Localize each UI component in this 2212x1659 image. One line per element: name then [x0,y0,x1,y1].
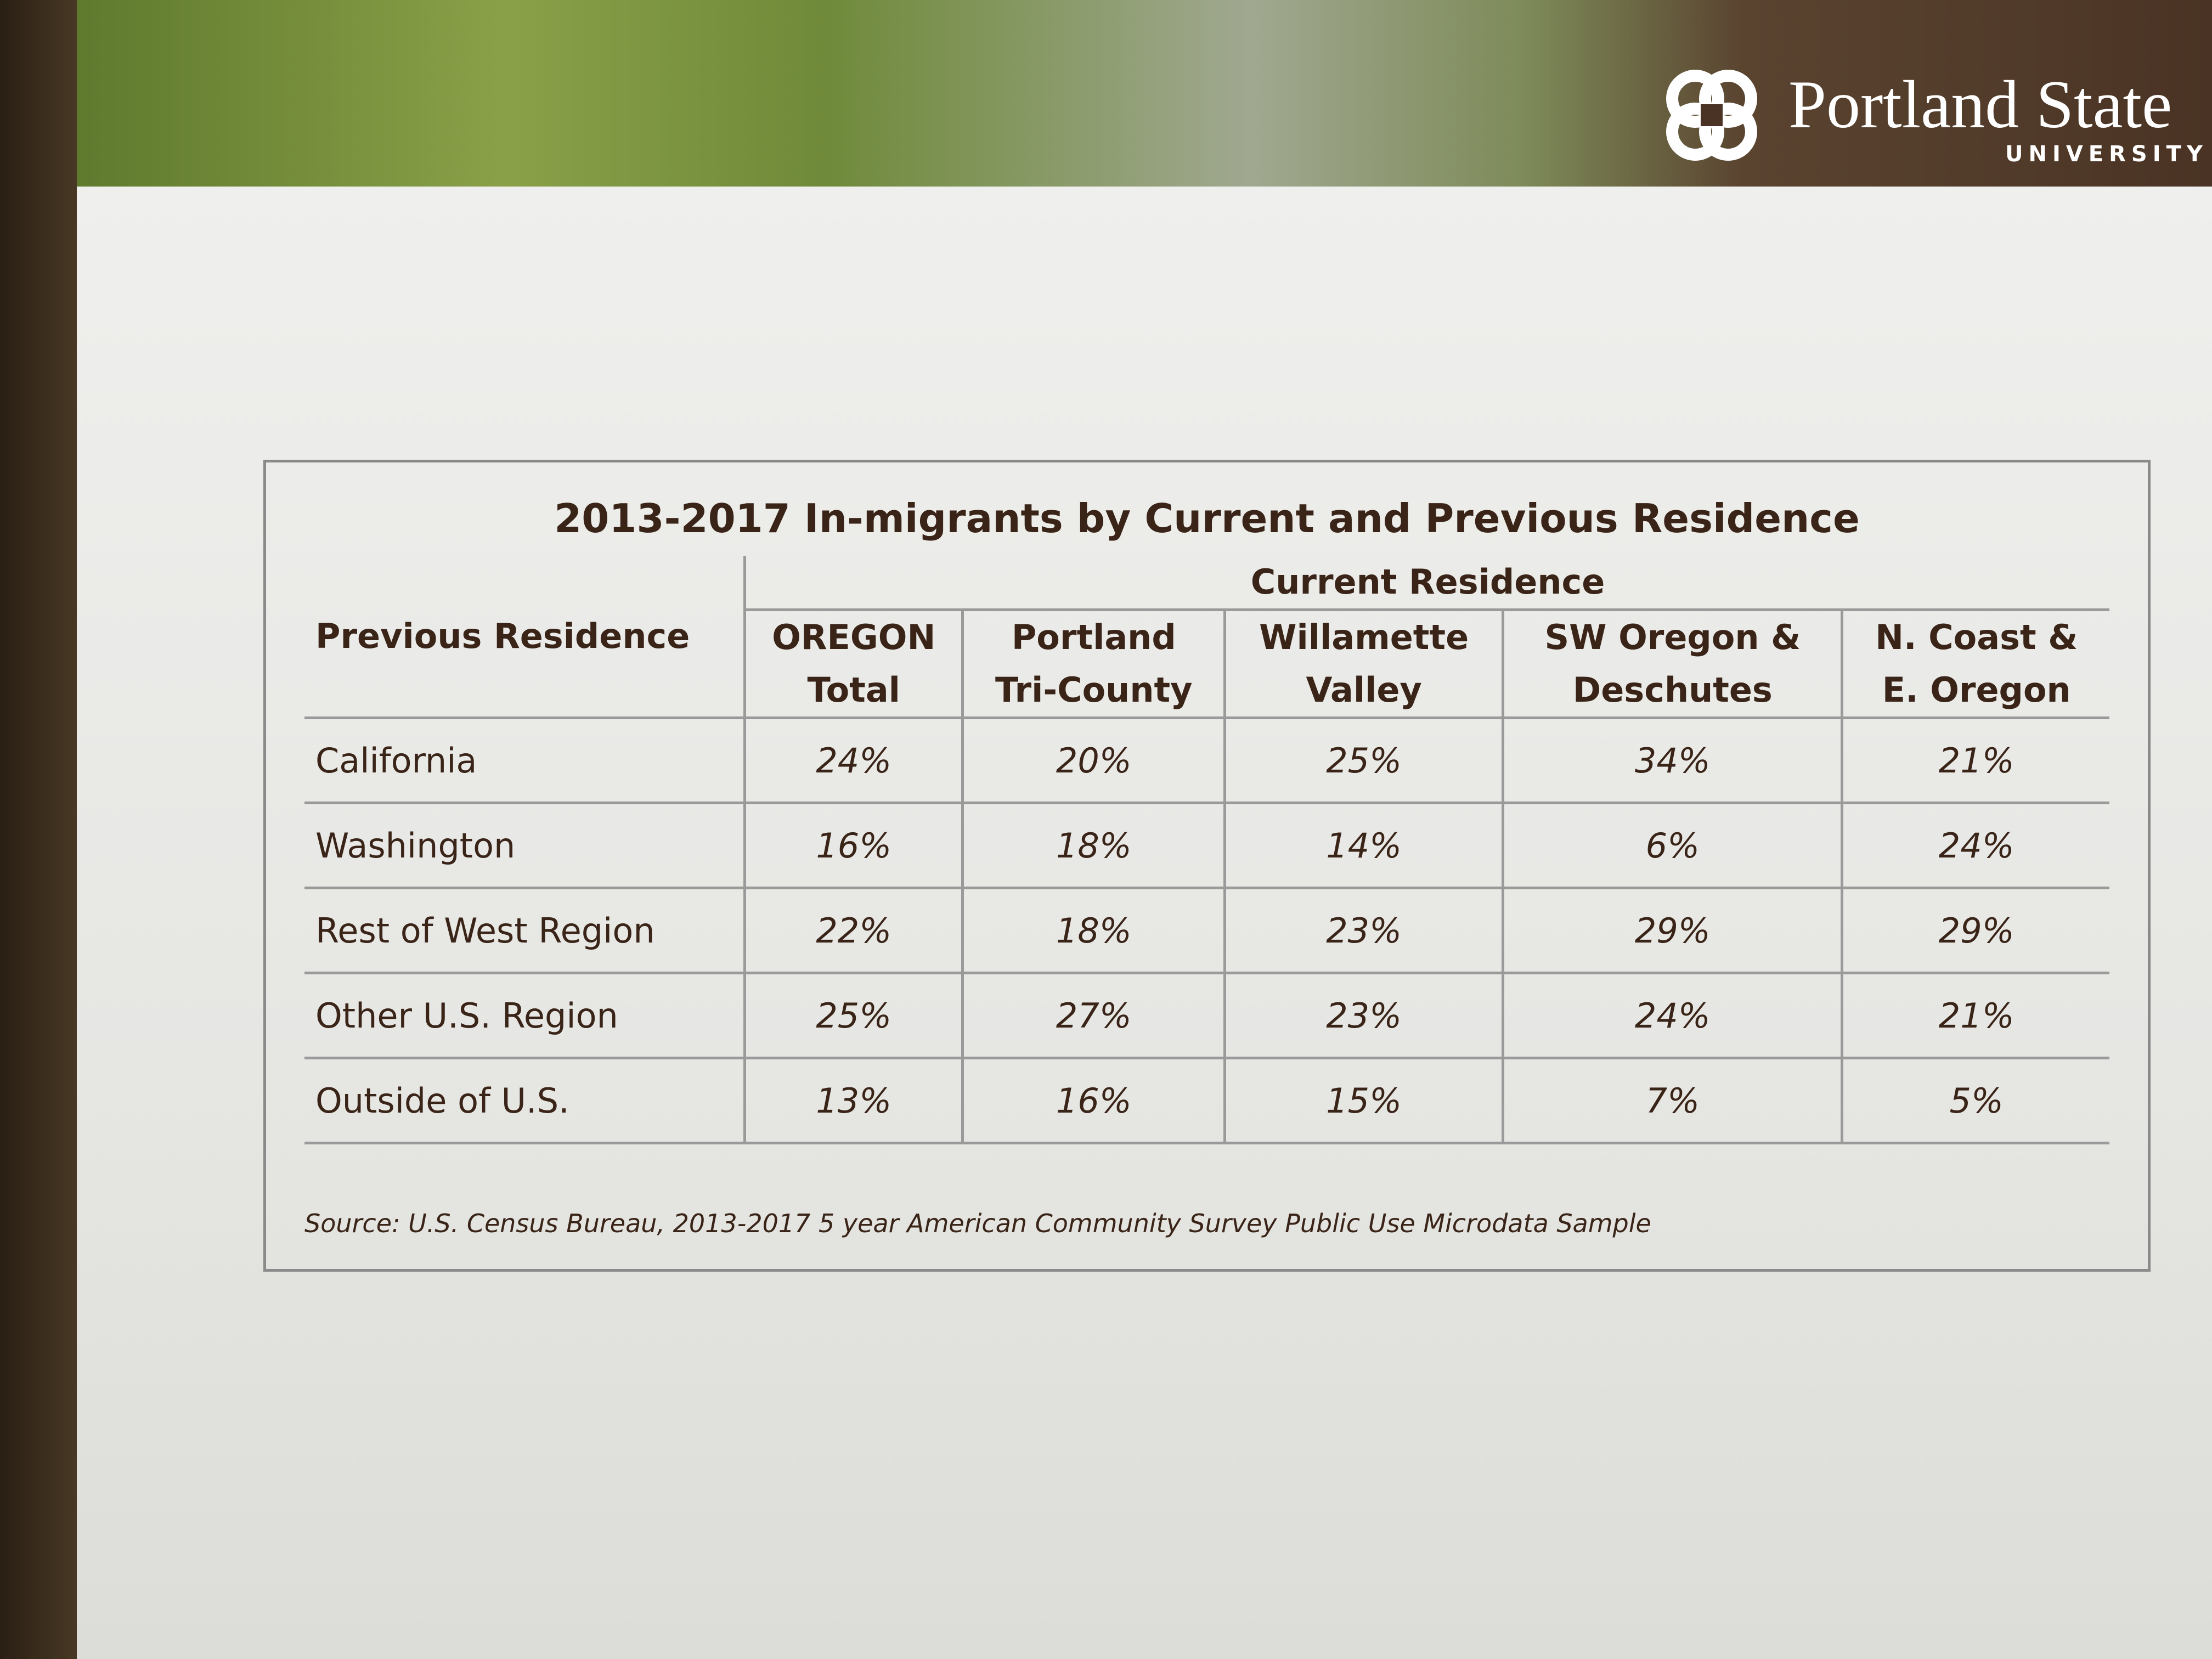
table-row: Other U.S. Region 25% 27% 23% 24% 21% [304,973,2109,1059]
row-header: Previous Residence [304,556,745,719]
cell: 23% [1223,888,1503,974]
cell: 16% [743,803,963,889]
table-row: Outside of U.S. 13% 16% 15% 7% 5% [304,1058,2109,1144]
cell: 18% [961,803,1225,889]
photo-banner [77,0,2212,198]
cell: 25% [743,973,963,1059]
column-header-line: Deschutes [1572,670,1773,710]
row-label: Rest of West Region [304,888,745,974]
cell: 14% [1223,803,1503,889]
row-label: Washington [304,803,745,889]
cell: 15% [1223,1058,1503,1144]
table-row: Rest of West Region 22% 18% 23% 29% 29% [304,888,2109,974]
cell: 13% [743,1058,963,1144]
column-header-line: Total [807,670,900,710]
cell: 16% [961,1058,1225,1144]
table-row: California 24% 20% 25% 34% 21% [304,718,2109,804]
cell: 22% [743,888,963,974]
table-title: 2013-2017 In-migrants by Current and Pre… [554,495,1860,541]
cell: 29% [1841,888,2109,974]
logo-name: Portland State [1788,67,2172,142]
column-header: N. Coast & E. Oregon [1841,610,2109,719]
source-note: Source: U.S. Census Bureau, 2013-2017 5 … [304,1209,1651,1238]
cell: 7% [1502,1058,1842,1144]
column-header-line: E. Oregon [1882,670,2071,710]
group-header: Current Residence [743,556,2109,611]
column-header: Willamette Valley [1223,610,1503,719]
column-header: OREGON Total [743,610,963,719]
cell: 27% [961,973,1225,1059]
column-header-line: Valley [1306,670,1422,710]
column-header-line: Portland [1011,617,1176,657]
cell: 6% [1502,803,1842,889]
column-header-line: SW Oregon & [1544,617,1801,657]
column-header-line: Willamette [1259,617,1469,657]
cell: 24% [1841,803,2109,889]
table-row: Washington 16% 18% 14% 6% 24% [304,803,2109,889]
logo-sub: UNIVERSITY [2005,142,2208,167]
cell: 29% [1502,888,1842,974]
table: Previous Residence Current Residence ORE… [304,556,2109,1144]
logo: Portland State UNIVERSITY [1651,55,2203,176]
logo-icon [1666,70,1757,161]
column-header-line: OREGON [772,617,936,657]
cell: 5% [1841,1058,2109,1144]
column-header-line: N. Coast & [1875,617,2078,657]
frame-edge [0,0,82,1659]
cell: 20% [961,718,1225,804]
column-header-line: Tri-County [995,670,1193,710]
cell: 34% [1502,718,1842,804]
row-label: Outside of U.S. [304,1058,745,1144]
cell: 21% [1841,718,2109,804]
cell: 24% [1502,973,1842,1059]
column-header: SW Oregon & Deschutes [1502,610,1842,719]
cell: 24% [743,718,963,804]
cell: 21% [1841,973,2109,1059]
cell: 18% [961,888,1225,974]
table-box: 2013-2017 In-migrants by Current and Pre… [263,460,2151,1272]
row-label: Other U.S. Region [304,973,745,1059]
cell: 23% [1223,973,1503,1059]
cell: 25% [1223,718,1503,804]
row-label: California [304,718,745,804]
column-header: Portland Tri-County [961,610,1225,719]
